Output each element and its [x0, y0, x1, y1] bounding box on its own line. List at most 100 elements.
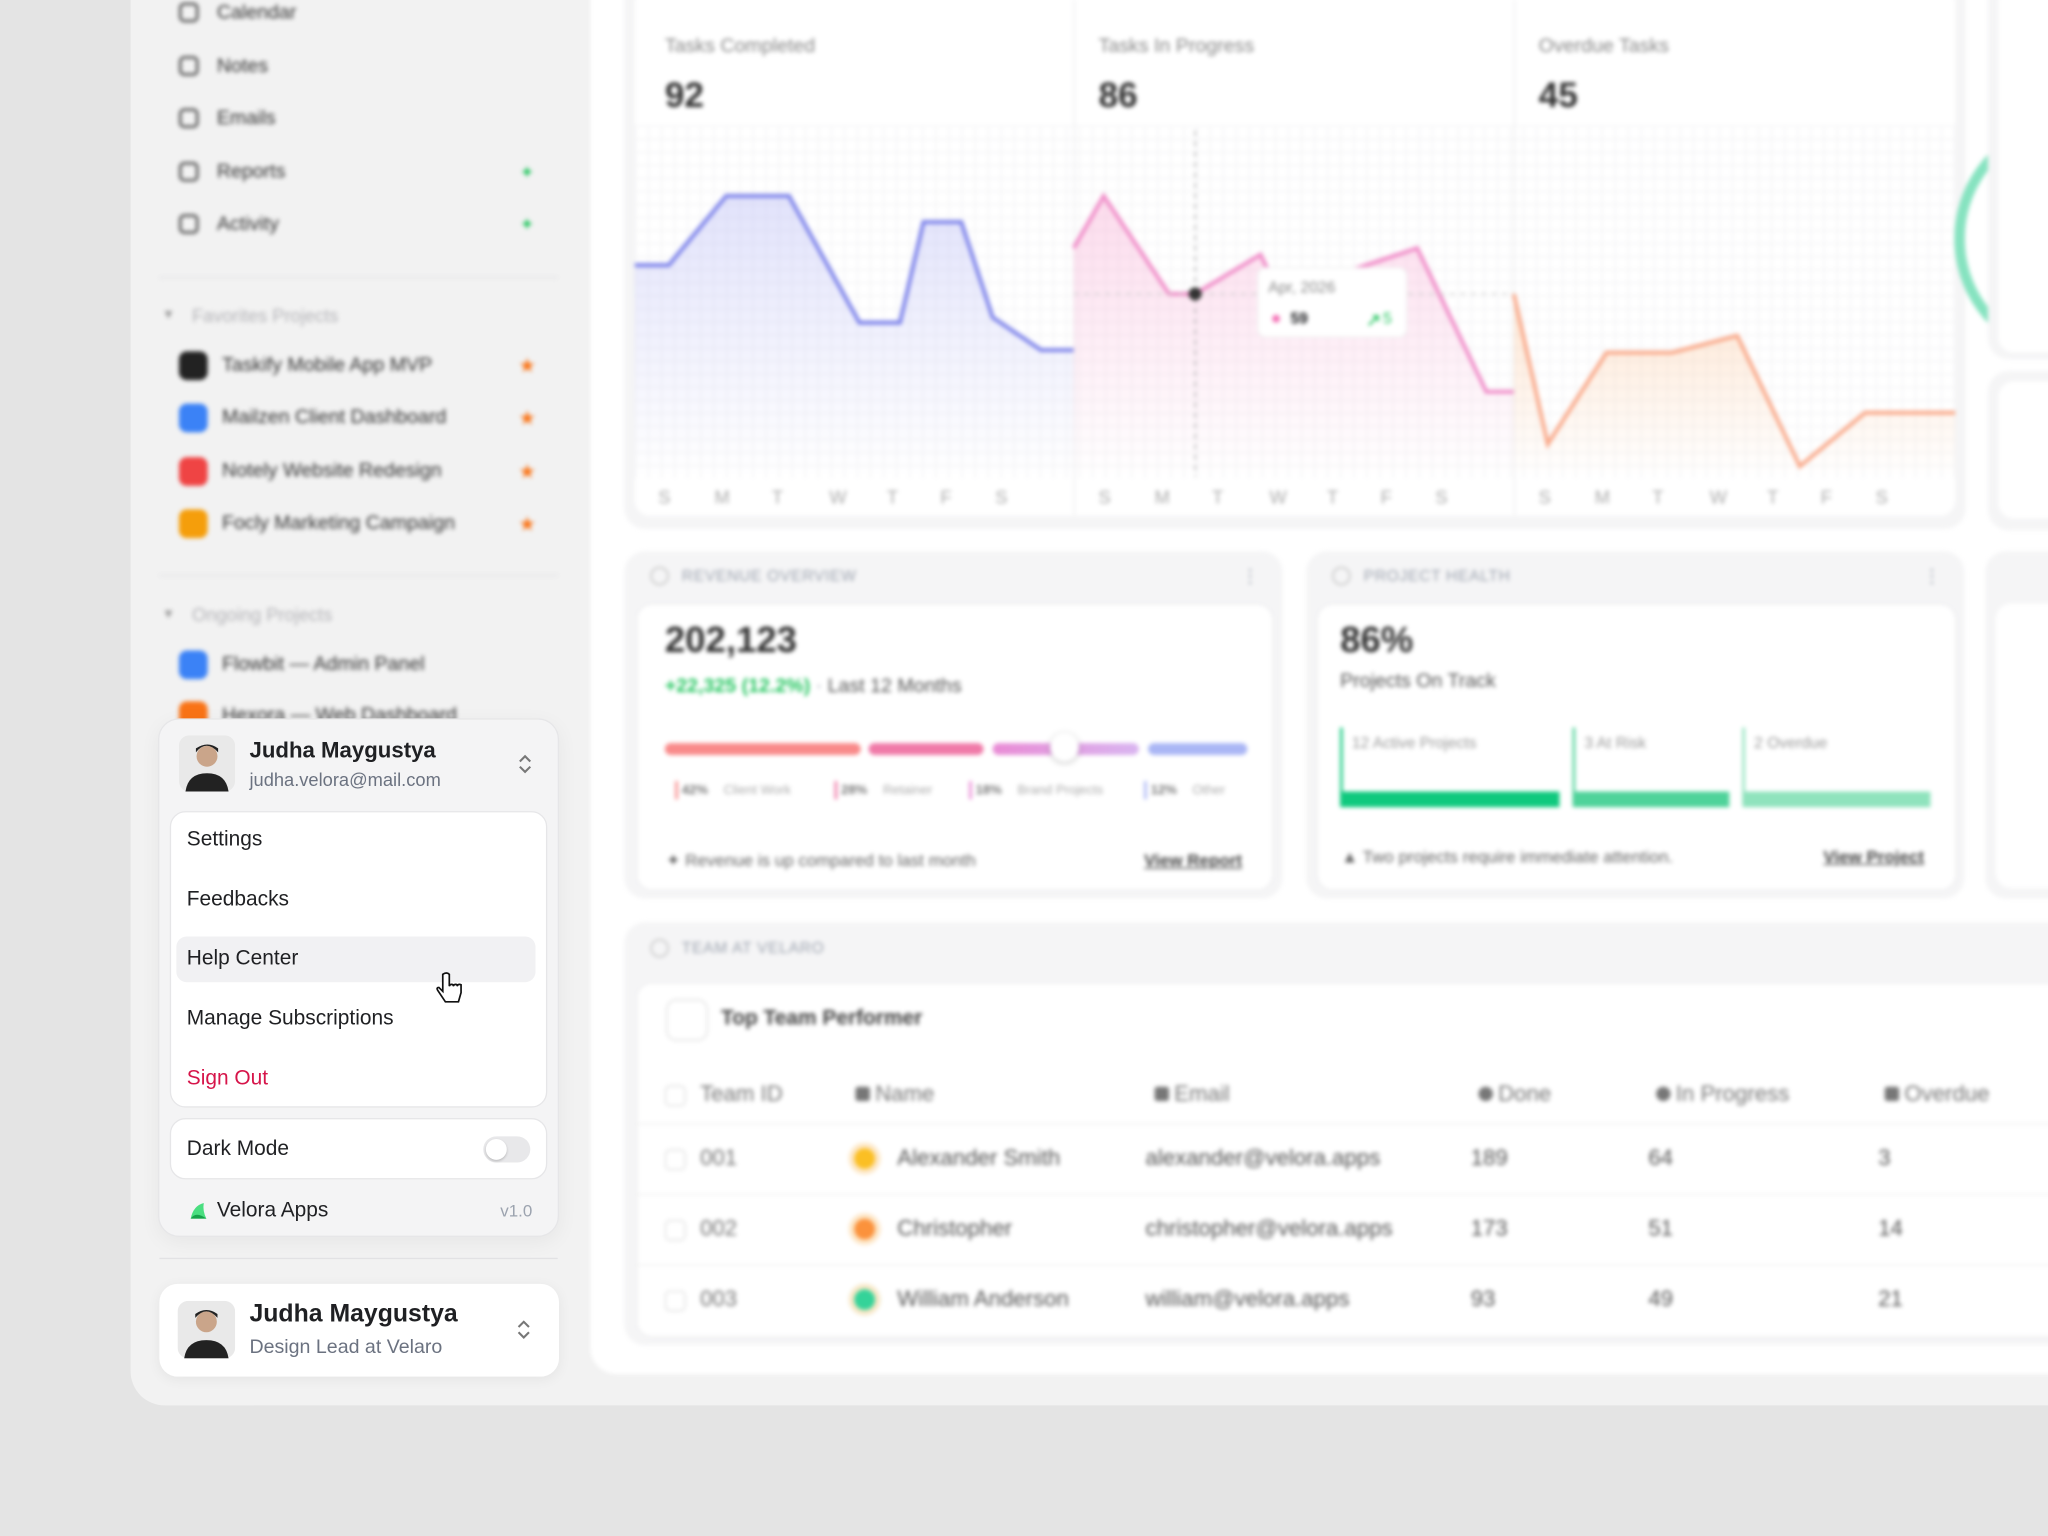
stat-value: 45	[1538, 75, 1578, 115]
checkbox	[664, 1085, 686, 1107]
main-content: Apr, 2026 59 5 REVENUE OVERVIEW ⋮ 202,12…	[634, 0, 2048, 1338]
profile-role: Design Lead at Velaro	[249, 1336, 443, 1359]
legend-percent: 28%	[841, 783, 868, 799]
partial-card-inner	[1998, 381, 2048, 519]
health-link[interactable]: View Project	[1823, 846, 1925, 867]
app-version: v1.0	[500, 1200, 533, 1221]
segment-bar	[868, 743, 984, 755]
cell: 51	[1648, 1215, 1674, 1241]
legend-label: Retainer	[882, 783, 933, 799]
nav-item[interactable]: Notes	[216, 54, 268, 78]
health-note: Two projects require immediate attention…	[1362, 846, 1674, 867]
day-label: T	[771, 486, 784, 508]
chevron[interactable]	[515, 1318, 533, 1342]
project-item[interactable]: Focly Marketing Campaign	[222, 511, 456, 535]
project-item[interactable]: Taskify Mobile App MVP	[222, 353, 433, 377]
day-label: W	[829, 486, 847, 508]
badge: ✦	[519, 162, 535, 182]
avatar	[178, 735, 236, 792]
day-label: S	[1875, 486, 1888, 508]
nav-icon	[178, 214, 199, 234]
stat-label: Tasks Completed	[664, 35, 816, 58]
sparklines	[634, 125, 2048, 477]
column-icon	[1478, 1086, 1493, 1102]
profile-name: Judha Maygustya	[249, 1300, 458, 1328]
checkbox[interactable]	[664, 1219, 686, 1241]
menu-item[interactable]: Feedbacks	[186, 888, 289, 911]
project-item[interactable]: Notely Website Redesign	[222, 459, 442, 482]
day-label: F	[1380, 486, 1392, 508]
section-title: Favorites Projects	[191, 305, 339, 327]
revenue-link[interactable]: View Report	[1144, 850, 1242, 871]
nav-item[interactable]: Activity	[216, 212, 279, 236]
menu-hover	[176, 936, 536, 983]
bar	[1572, 791, 1730, 808]
badge: ✦	[519, 214, 535, 235]
column-header: Done	[1498, 1081, 1552, 1107]
project-icon	[178, 403, 208, 433]
column-icon	[855, 1086, 870, 1102]
avatar	[177, 1300, 236, 1359]
revenue-change-line: +22,325 (12.2%) · Last 12 Months	[665, 675, 962, 699]
legend-percent: 12%	[1150, 783, 1177, 799]
toggle[interactable]	[483, 1136, 531, 1163]
column-icon	[1656, 1086, 1671, 1102]
legend-label: Brand Projects	[1017, 783, 1104, 799]
column-header: Name	[875, 1081, 935, 1107]
nav-icon	[178, 56, 199, 76]
partial-card-inner	[1995, 603, 2048, 889]
revenue-value: 202,123	[664, 619, 798, 660]
bar-label: 3 At Risk	[1584, 733, 1647, 753]
cell: 189	[1470, 1145, 1508, 1171]
menu-item[interactable]: Settings	[186, 828, 263, 851]
nav-item[interactable]: Reports	[216, 160, 286, 183]
card-title: PROJECT HEALTH	[1363, 566, 1511, 585]
stat-label: Overdue Tasks	[1538, 35, 1669, 58]
day-label: T	[1212, 486, 1224, 508]
legend-tick	[1144, 781, 1147, 800]
cell: 173	[1470, 1215, 1508, 1241]
nav-item[interactable]: Calendar	[216, 1, 297, 24]
menu-item[interactable]: Help Center	[186, 947, 299, 970]
project-item[interactable]: Mailzen Client Dashboard	[222, 406, 447, 429]
card-title: TEAM AT VELARO	[681, 938, 825, 958]
bar	[1742, 791, 1931, 808]
day-label: F	[940, 486, 952, 508]
menu-item[interactable]: Manage Subscriptions	[186, 1007, 394, 1030]
cell: Christopher	[897, 1215, 1013, 1241]
bar-line	[1572, 727, 1576, 804]
bar-line	[1742, 727, 1745, 804]
menu-item[interactable]: Sign Out	[186, 1067, 269, 1090]
separator: ·	[810, 675, 828, 698]
toggle-knob	[485, 1138, 507, 1160]
health-note-line: ▲ Two projects require immediate attenti…	[1341, 846, 1674, 867]
chevron[interactable]	[516, 752, 534, 776]
health-value: 86%	[1340, 619, 1414, 660]
cell: 14	[1878, 1215, 1903, 1241]
project-item[interactable]: Flowbit — Admin Panel	[222, 653, 425, 676]
sidebar: Calendar Notes Emails Reports ✦ Activity ✦ ▼ Fav…	[0, 0, 590, 731]
day-label: S	[995, 486, 1008, 508]
dark-mode-label: Dark Mode	[186, 1138, 289, 1161]
checkbox[interactable]	[664, 1290, 686, 1312]
row-divider	[636, 1123, 2048, 1125]
cell: William Anderson	[897, 1286, 1069, 1312]
legend-percent: 18%	[975, 783, 1002, 799]
team-subtitle: Top Team Performer	[720, 1007, 923, 1030]
checkbox[interactable]	[664, 1149, 686, 1171]
cell: 002	[700, 1215, 738, 1241]
segment-bar	[664, 743, 861, 755]
column-header: Overdue	[1904, 1081, 1990, 1107]
day-label: W	[1709, 486, 1727, 508]
column-icon	[1154, 1086, 1169, 1102]
partial-card-inner	[1998, 0, 2048, 353]
cell: 3	[1878, 1145, 1891, 1171]
revenue-note: Revenue is up compared to last month	[685, 850, 976, 871]
slider-knob	[1050, 732, 1079, 762]
column-icon	[1884, 1086, 1900, 1102]
nav-item[interactable]: Emails	[216, 107, 276, 130]
card-title: REVENUE OVERVIEW	[681, 566, 857, 585]
row-divider	[636, 1193, 2048, 1196]
